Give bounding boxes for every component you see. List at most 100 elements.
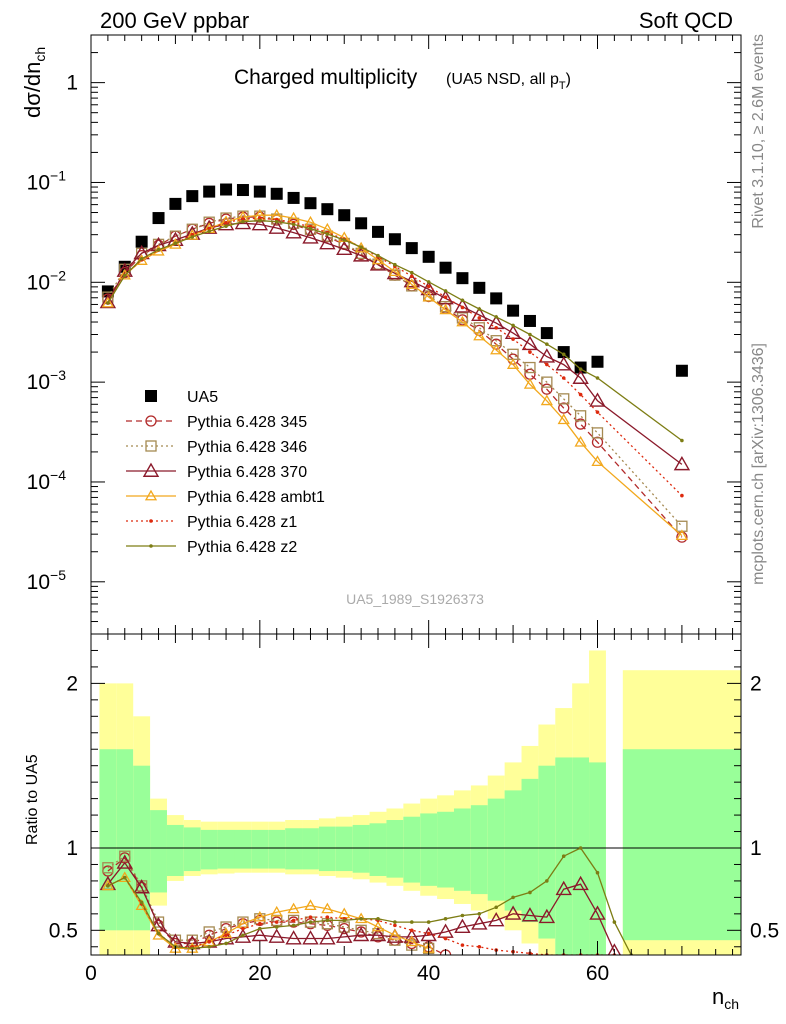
main-data-point xyxy=(422,250,435,263)
main-data-point xyxy=(456,272,469,285)
main-data-point xyxy=(589,392,606,407)
main-data-point xyxy=(673,455,691,471)
main-data-point xyxy=(409,270,414,275)
ratio-data-point xyxy=(219,927,233,938)
ratio-data-point xyxy=(342,918,347,923)
main-data-point xyxy=(557,413,570,425)
main-data-point xyxy=(207,229,211,233)
ratio-inner-band xyxy=(99,749,117,931)
main-data-point xyxy=(319,235,336,250)
main-data-point xyxy=(186,190,199,203)
main-data-point xyxy=(169,230,182,242)
ratio-data-point xyxy=(612,920,617,924)
ratio-inner-band xyxy=(335,826,353,872)
x-tick-label: 60 xyxy=(586,962,609,985)
ratio-data-point xyxy=(454,918,471,933)
ratio-data-point xyxy=(607,943,622,955)
chart-subtitle-main: (UA5 NSD, all p xyxy=(446,71,559,88)
main-data-point xyxy=(152,212,165,225)
ratio-data-point xyxy=(504,905,522,920)
main-data-point xyxy=(287,191,300,204)
ratio-series-pythia-6-428-z2 xyxy=(106,846,634,955)
main-data-point xyxy=(494,326,498,330)
main-y-tick-exp: −5 xyxy=(50,567,66,583)
main-y-tick-base: 10 xyxy=(27,571,50,594)
main-data-point xyxy=(190,235,195,239)
ratio-plot-frame xyxy=(90,633,742,956)
ratio-inner-band xyxy=(183,827,201,872)
legend-marker xyxy=(145,390,157,402)
mcplots-label: mcplots.cern.ch [arXiv:1306.3436] xyxy=(750,343,767,585)
ratio-data-point xyxy=(274,925,279,929)
main-data-point xyxy=(538,348,556,363)
main-data-point xyxy=(268,219,285,234)
ratio-data-point xyxy=(156,931,161,936)
main-data-point xyxy=(308,226,313,231)
ratio-data-point xyxy=(285,930,302,945)
main-data-point xyxy=(393,262,397,267)
ratio-data-point xyxy=(443,916,448,921)
ratio-data-point xyxy=(405,935,418,947)
main-data-point xyxy=(106,301,110,305)
ratio-data-point xyxy=(352,926,370,942)
main-data-point xyxy=(135,235,148,248)
legend-marker xyxy=(142,462,160,477)
ratio-data-point xyxy=(106,884,110,888)
main-data-point xyxy=(557,346,570,359)
ratio-inner-band xyxy=(234,829,252,869)
main-y-tick-base: 10 xyxy=(27,271,50,294)
main-data-point xyxy=(156,247,161,252)
legend-label: Pythia 6.428 ambt1 xyxy=(187,489,325,506)
ratio-y-tick-label-left: 0.5 xyxy=(49,919,78,942)
x-axis-label-main: n xyxy=(712,984,724,1009)
ratio-data-point xyxy=(538,908,556,924)
main-data-point xyxy=(139,256,144,261)
ratio-data-point xyxy=(578,846,583,850)
main-data-point xyxy=(460,298,465,303)
main-data-point xyxy=(359,245,363,249)
main-data-point xyxy=(258,216,262,220)
ratio-data-point xyxy=(393,923,397,928)
main-y-tick-base: 10 xyxy=(27,171,50,194)
main-data-point xyxy=(122,273,127,278)
ratio-inner-band xyxy=(504,790,522,911)
ratio-plot-panel: 0 20 40 60 0.5 0.5 1 1 2 2 Ratio to UA5 nch xyxy=(24,633,779,1012)
ratio-data-point xyxy=(487,912,505,927)
main-data-point xyxy=(578,392,583,397)
x-axis-label: nch xyxy=(712,984,739,1012)
main-data-point xyxy=(471,306,488,321)
ratio-data-point xyxy=(308,915,313,919)
legend-marker xyxy=(144,489,158,501)
main-data-point xyxy=(388,265,402,276)
main-data-point xyxy=(477,307,482,311)
main-plot-panel: 110−110−210−310−410−5 Charged multiplici… xyxy=(20,34,742,635)
main-data-point xyxy=(338,209,351,222)
main-data-point xyxy=(524,368,536,380)
ratio-data-point xyxy=(325,918,330,923)
main-data-point xyxy=(591,436,604,448)
header-right: Soft QCD xyxy=(639,8,733,33)
main-data-point xyxy=(302,229,319,244)
main-data-point xyxy=(680,493,684,498)
ratio-data-point xyxy=(308,920,313,924)
ratio-y-tick-label-right: 2 xyxy=(750,672,762,695)
legend-label: Pythia 6.428 z2 xyxy=(187,539,297,556)
ratio-data-point xyxy=(477,944,482,949)
main-data-point xyxy=(540,327,553,340)
main-data-point xyxy=(506,358,520,369)
x-tick-label: 20 xyxy=(248,962,271,985)
ratio-data-point xyxy=(268,928,285,943)
ratio-data-point xyxy=(409,928,414,933)
main-data-point xyxy=(258,218,262,223)
main-data-point xyxy=(241,217,245,221)
main-data-point xyxy=(224,220,228,225)
legend-marker xyxy=(145,415,157,427)
main-y-tick-label: 10−5 xyxy=(27,567,67,594)
ratio-data-point xyxy=(253,910,266,922)
ratio-data-point xyxy=(325,915,330,919)
ratio-data-point xyxy=(319,930,336,945)
ratio-data-point xyxy=(119,850,131,862)
ratio-inner-band xyxy=(251,829,269,869)
ratio-y-axis-label: Ratio to UA5 xyxy=(24,754,41,845)
ratio-data-point xyxy=(224,933,228,938)
